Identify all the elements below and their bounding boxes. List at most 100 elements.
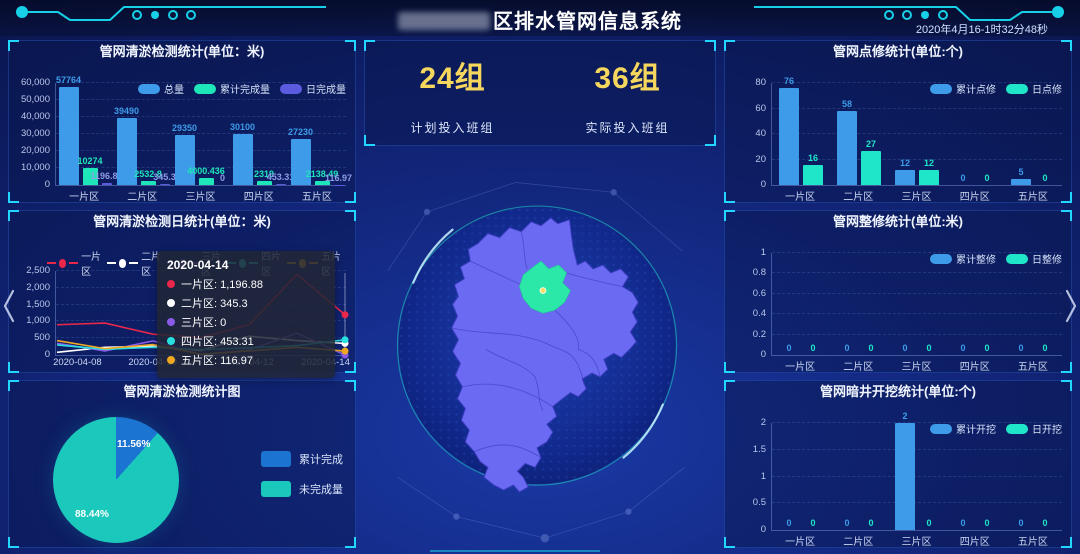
stat-planned-label: 计划投入班组: [410, 121, 495, 135]
bar[interactable]: 0: [977, 83, 997, 185]
bar[interactable]: 12: [919, 83, 939, 185]
bar[interactable]: 0: [977, 423, 997, 530]
legend-item[interactable]: 日整修: [1006, 251, 1062, 266]
data-point-dot[interactable]: [341, 311, 349, 319]
legend-item[interactable]: 二片区: [107, 248, 167, 278]
legend-item[interactable]: 累计整修: [930, 251, 996, 266]
legend-item[interactable]: 日开挖: [1006, 421, 1062, 436]
bar[interactable]: 0: [1011, 423, 1031, 530]
highlighted-district[interactable]: [519, 260, 571, 314]
x-category-label: 四片区: [243, 192, 274, 203]
plot-area[interactable]: 0 10,000 20,000 30,000 40,000 50,000 60,000 577…: [21, 75, 352, 190]
legend-label: 未完成量: [299, 484, 343, 496]
bar[interactable]: 116.97: [325, 83, 352, 185]
bar[interactable]: 0: [218, 83, 228, 185]
dredge-pie-chart[interactable]: 11.56% 88.44% 累计完成 未完成量: [9, 401, 355, 547]
bar[interactable]: 2319: [254, 83, 274, 185]
bar[interactable]: 0: [977, 253, 997, 355]
bar[interactable]: 76: [779, 76, 799, 185]
bar[interactable]: 0: [895, 253, 915, 355]
bar[interactable]: 2: [895, 411, 915, 530]
bar[interactable]: 27230: [288, 83, 313, 185]
bar[interactable]: 0: [919, 423, 939, 530]
y-tick-label: 2,500: [26, 265, 50, 276]
dredge-daily-line-chart[interactable]: 一片区二片区三片区四片区五片区05001,0001,5002,0002,5002…: [9, 231, 355, 378]
district-marker-dot[interactable]: [539, 287, 547, 294]
gridline: [772, 502, 1062, 504]
bar[interactable]: 0: [953, 253, 973, 355]
bar[interactable]: 345.3: [153, 83, 176, 185]
bar-value-label: 29350: [171, 123, 198, 134]
gridline: [56, 99, 346, 100]
legend-item[interactable]: 未完成量: [261, 481, 343, 497]
bar[interactable]: 0: [1035, 253, 1055, 355]
legend-item[interactable]: 一片区: [47, 248, 107, 278]
legend-item[interactable]: 总量: [138, 81, 184, 96]
plot-area[interactable]: 0 20 40 60 80 76 16 58 27 12 12 0 0 5 0: [755, 76, 1062, 190]
bar[interactable]: 2138.49: [306, 83, 338, 185]
bar[interactable]: 0: [779, 423, 799, 530]
carousel-next-arrow[interactable]: [1063, 288, 1079, 324]
bar[interactable]: 1196.88: [90, 83, 123, 185]
bar[interactable]: 0: [837, 423, 857, 530]
bar[interactable]: 39490: [114, 83, 139, 185]
bar[interactable]: 0: [919, 253, 939, 355]
bar[interactable]: 0: [1011, 253, 1031, 355]
spot-repair-bar-chart[interactable]: 累计点修 日点修 0 20 40 60 80 76 16 58 27 12 12 0 0 5 0 一片区 二片区 三片…: [725, 61, 1071, 203]
bar-value-label: 116.97: [324, 172, 353, 183]
legend-item[interactable]: 累计开挖: [930, 421, 996, 436]
district-map-area[interactable]: [364, 153, 716, 548]
legend-item[interactable]: 累计完成量: [194, 81, 270, 96]
bar[interactable]: 0: [953, 423, 973, 530]
data-point-dot[interactable]: [341, 336, 349, 344]
panel-title: 管网整修统计(单位:米): [833, 214, 963, 229]
bar[interactable]: 58: [837, 83, 857, 185]
bar[interactable]: 10274: [77, 83, 103, 185]
bar[interactable]: 0: [1035, 83, 1055, 185]
legend-item[interactable]: 累计点修: [930, 81, 996, 96]
data-point-dot[interactable]: [341, 347, 349, 355]
bar[interactable]: 27: [861, 83, 881, 185]
x-axis-labels: 一片区 二片区 三片区 四片区 五片区: [771, 358, 1062, 373]
bar[interactable]: 30100: [230, 83, 255, 185]
carousel-prev-arrow[interactable]: [1, 288, 17, 324]
legend-item[interactable]: 日完成量: [280, 81, 346, 96]
bar[interactable]: 29350: [171, 83, 198, 185]
page-title-text: 区排水管网信息系统: [493, 11, 682, 33]
chart-legend[interactable]: 累计开挖 日开挖: [930, 421, 1062, 436]
chart-legend[interactable]: 累计点修 日点修: [930, 81, 1062, 96]
bar-value-label: 0: [786, 343, 792, 353]
renovation-bar-chart[interactable]: 累计整修 日整修 0 0.2 0.4 0.6 0.8 1 0 0 0 0 0 0 0 0 0 0 一片区 二片区 三片区…: [725, 231, 1071, 373]
bar[interactable]: 0: [1035, 423, 1055, 530]
bar[interactable]: 0: [779, 253, 799, 355]
bar[interactable]: 0: [837, 253, 857, 355]
well-excavation-bar-chart[interactable]: 累计开挖 日开挖 0 0.5 1 1.5 2 0 0 0 0 2 0 0 0 0 0 一片区 二片区 三片区 四片区 五片…: [725, 401, 1071, 548]
bar[interactable]: 57764: [56, 75, 81, 185]
bar[interactable]: 453.31: [267, 83, 294, 185]
legend-item[interactable]: 日点修: [1006, 81, 1062, 96]
stat-planned-value: 24组: [419, 62, 486, 95]
chart-legend[interactable]: 累计整修 日整修: [930, 251, 1062, 266]
bar[interactable]: 4000.436: [187, 83, 225, 185]
chart-legend[interactable]: 总量 累计完成量 日完成量: [138, 81, 346, 96]
bar[interactable]: 0: [803, 253, 823, 355]
chart-legend[interactable]: 累计完成未完成量: [261, 451, 343, 497]
plot-area[interactable]: 0 0.5 1 1.5 2 0 0 0 0 2 0 0 0 0 0: [753, 411, 1062, 535]
plot-area[interactable]: 0 0.2 0.4 0.6 0.8 1 0 0 0 0 0 0 0 0 0 0: [753, 247, 1062, 360]
y-tick-label: 50,000: [20, 94, 50, 105]
legend-item[interactable]: 累计完成: [261, 451, 343, 467]
province-shape[interactable]: [451, 217, 639, 493]
gridline: [56, 116, 346, 118]
bar-value-label: 57764: [55, 74, 82, 85]
bar[interactable]: 12: [895, 83, 915, 185]
bar[interactable]: 0: [861, 253, 881, 355]
bar[interactable]: 0: [953, 83, 973, 185]
bar[interactable]: 16: [803, 83, 823, 185]
bar[interactable]: 0: [861, 423, 881, 530]
pie-graphic[interactable]: [53, 417, 179, 543]
bar[interactable]: 5: [1011, 83, 1031, 185]
dredge-total-bar-chart[interactable]: 总量 累计完成量 日完成量 0 10,000 20,000 30,000 40,000 50,0…: [9, 61, 355, 203]
bar[interactable]: 0: [803, 423, 823, 530]
bar[interactable]: 2532.8: [134, 83, 162, 185]
